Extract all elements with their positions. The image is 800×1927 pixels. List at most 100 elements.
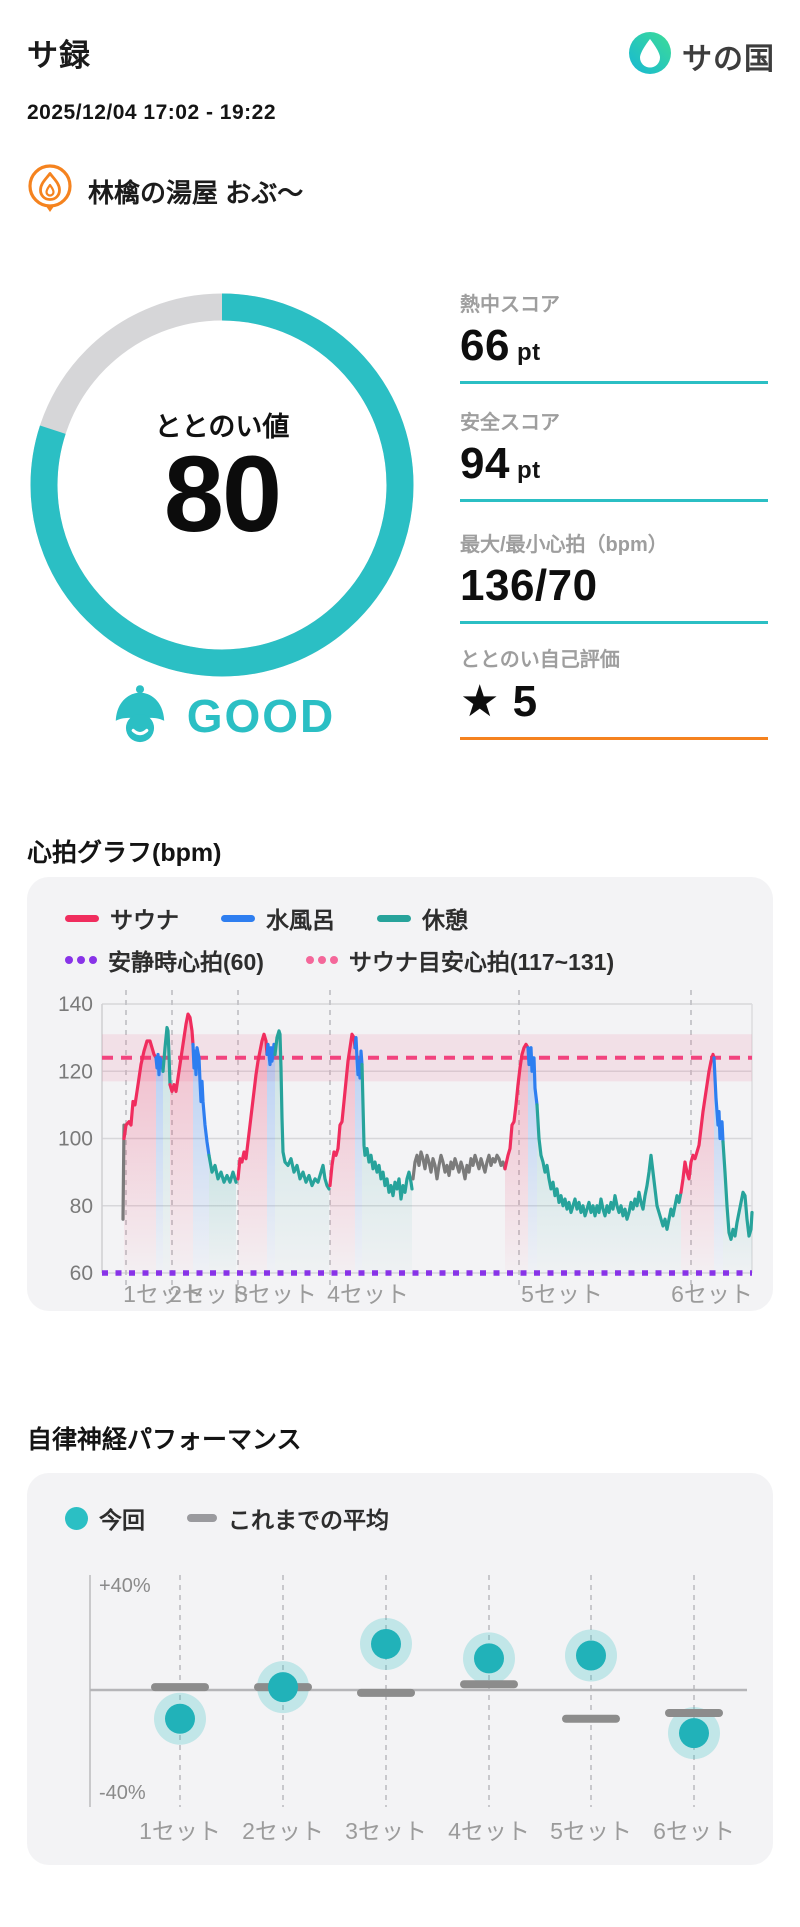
hr-segment-sauna bbox=[122, 1039, 158, 1141]
svg-text:1セット: 1セット bbox=[139, 1818, 221, 1844]
svg-text:2セット: 2セット bbox=[169, 1281, 251, 1307]
svg-text:5セット: 5セット bbox=[521, 1281, 603, 1307]
legend-label: 今回 bbox=[99, 1507, 145, 1533]
hr-segment-water bbox=[526, 1046, 539, 1107]
legend-dash-swatch bbox=[187, 1514, 217, 1522]
ans-current-dots bbox=[165, 1629, 709, 1749]
hr-segment-sauna bbox=[328, 1032, 357, 1188]
session-datetime: 2025/12/04 17:02 - 19:22 bbox=[27, 101, 277, 124]
ans-halos bbox=[154, 1618, 720, 1760]
sauna-hat-face-icon bbox=[109, 682, 171, 749]
ans-ytick-top: +40% bbox=[99, 1575, 151, 1597]
legend-item: これまでの平均 bbox=[187, 1501, 389, 1535]
hr-section-title: 心拍グラフ(bpm) bbox=[27, 839, 222, 867]
hr-series bbox=[121, 1012, 754, 1241]
hr-segment-water bbox=[191, 1042, 211, 1157]
svg-text:3セット: 3セット bbox=[235, 1281, 317, 1307]
fire-pin-icon bbox=[27, 163, 73, 220]
gauge-value: 80 bbox=[163, 433, 282, 554]
hr-segment-water bbox=[712, 1056, 725, 1144]
svg-text:6セット: 6セット bbox=[671, 1281, 753, 1307]
legend-label: 休憩 bbox=[422, 907, 468, 933]
svg-text:1セット: 1セット bbox=[123, 1281, 205, 1307]
svg-text:120: 120 bbox=[58, 1060, 93, 1083]
stat-value: 66 pt bbox=[460, 321, 541, 370]
legend-item: 水風呂 bbox=[221, 901, 335, 935]
legend-dot-swatch bbox=[65, 1506, 88, 1530]
hr-legend-series: サウナ 水風呂 休憩 bbox=[65, 901, 510, 935]
hr-segment-rest bbox=[161, 1025, 172, 1087]
hr-segment-water bbox=[265, 1042, 277, 1067]
stat-value: 94 pt bbox=[460, 439, 541, 488]
hr-segment-rest bbox=[721, 1140, 754, 1241]
brand-name: サの国 bbox=[682, 42, 775, 76]
hr-legend-references: 安静時心拍(60) サウナ目安心拍(117~131) bbox=[65, 943, 656, 977]
brand-logo: サの国 bbox=[627, 30, 775, 81]
verdict-row: GOOD bbox=[30, 682, 414, 749]
legend-label: 安静時心拍(60) bbox=[108, 949, 264, 975]
hr-segment-sauna bbox=[236, 1032, 269, 1181]
stat-group: 最大/最小心拍（bpm） 136/70 bbox=[460, 528, 768, 624]
ans-chart-card: 今回 これまでの平均 +40% -40% 1セット 2セット 3セット 4セット 5セット 6セ… bbox=[27, 1473, 773, 1865]
legend-line-swatch bbox=[221, 914, 255, 922]
svg-text:4セット: 4セット bbox=[327, 1281, 409, 1307]
legend-label: サウナ bbox=[110, 907, 179, 933]
stat-group: 安全スコア 94 pt bbox=[460, 406, 768, 502]
gauge-ring bbox=[30, 293, 414, 677]
stat-value: ★ 5 bbox=[460, 677, 538, 726]
ans-xtick-labels: 1セット 2セット 3セット 4セット 5セット 6セット bbox=[139, 1818, 735, 1844]
stat-group: ととのい自己評価 ★ 5 bbox=[460, 643, 768, 740]
water-drop-icon bbox=[627, 30, 673, 81]
stat-underline bbox=[460, 381, 768, 384]
legend-label: これまでの平均 bbox=[228, 1507, 389, 1533]
stat-label: 最大/最小心拍（bpm） bbox=[460, 534, 668, 556]
svg-text:2セット: 2セット bbox=[242, 1818, 324, 1844]
stat-underline bbox=[460, 499, 768, 502]
venue-name: 林檎の湯屋 おぶ〜 bbox=[88, 178, 304, 208]
hr-segment-other bbox=[411, 1150, 507, 1181]
ans-chart: +40% -40% 1セット 2セット 3セット 4セット 5セット 6セット bbox=[89, 1575, 747, 1844]
verdict-text: GOOD bbox=[186, 689, 336, 742]
hr-segment-sauna bbox=[503, 1042, 530, 1171]
stat-label: ととのい自己評価 bbox=[460, 649, 620, 671]
page-title: サ録 bbox=[27, 38, 91, 73]
svg-text:100: 100 bbox=[58, 1128, 93, 1151]
svg-text:80: 80 bbox=[70, 1195, 93, 1218]
hr-segment-rest bbox=[207, 1153, 238, 1184]
totonoi-gauge: ととのい値 80 bbox=[30, 293, 414, 677]
ans-ytick-bottom: -40% bbox=[99, 1782, 146, 1804]
hr-segment-rest bbox=[535, 1103, 683, 1231]
legend-dotted-swatch bbox=[65, 956, 97, 964]
legend-label: 水風呂 bbox=[266, 907, 335, 933]
legend-label: サウナ目安心拍(117~131) bbox=[348, 949, 615, 975]
svg-text:5セット: 5セット bbox=[550, 1818, 632, 1844]
legend-line-swatch bbox=[65, 914, 99, 922]
hr-segment-rest bbox=[360, 1062, 414, 1201]
ans-legend: 今回 これまでの平均 bbox=[65, 1501, 431, 1535]
venue-link[interactable]: 林檎の湯屋 おぶ〜 bbox=[27, 163, 303, 220]
hr-segment-water bbox=[353, 1036, 364, 1080]
hr-chart-card: サウナ 水風呂 休憩 安静時心拍(60) サウナ目安心拍(117~131) 140 12… bbox=[27, 877, 773, 1311]
legend-line-swatch bbox=[377, 914, 411, 922]
stat-group: 熱中スコア 66 pt bbox=[460, 288, 768, 384]
svg-text:4セット: 4セット bbox=[448, 1818, 530, 1844]
legend-item: 安静時心拍(60) bbox=[65, 943, 264, 977]
hr-segment-sauna bbox=[679, 1052, 716, 1194]
svg-text:60: 60 bbox=[70, 1262, 93, 1285]
legend-item: 休憩 bbox=[377, 901, 468, 935]
svg-text:6セット: 6セット bbox=[653, 1818, 735, 1844]
legend-item: サウナ目安心拍(117~131) bbox=[305, 943, 615, 977]
legend-item: 今回 bbox=[65, 1501, 145, 1535]
legend-dotted-swatch bbox=[305, 956, 338, 964]
hr-segment-sauna bbox=[168, 1012, 195, 1094]
stat-label: 熱中スコア bbox=[460, 294, 560, 316]
stat-label: 安全スコア bbox=[460, 412, 560, 434]
svg-text:3セット: 3セット bbox=[345, 1818, 427, 1844]
gauge-label: ととのい値 bbox=[154, 412, 290, 442]
stat-value: 136/70 bbox=[460, 561, 598, 610]
legend-item: サウナ bbox=[65, 901, 179, 935]
stat-underline bbox=[460, 621, 768, 624]
svg-text:140: 140 bbox=[58, 993, 93, 1016]
